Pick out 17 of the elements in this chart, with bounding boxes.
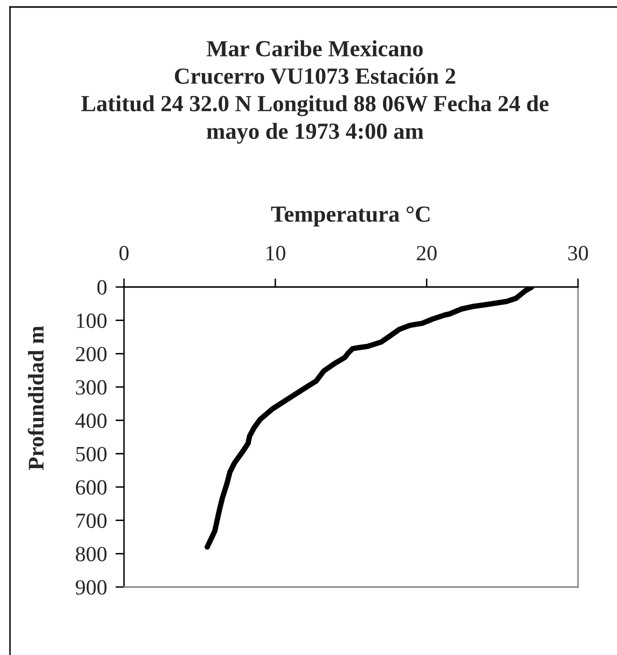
x-tick-label: 0	[119, 246, 129, 260]
y-tick-label: 200	[76, 346, 107, 362]
y-axis-title: Profundidad m	[28, 326, 44, 470]
y-tick-label: 700	[76, 513, 107, 528]
chart-title: Mar Caribe Mexicano Crucerro VU1073 Estación 2 Latitud 24 32.0 N Longitud 88 06W Fecha 24 de mayo de 1973 4:00 am	[81, 40, 548, 144]
y-tick-label: 900	[76, 580, 107, 595]
x-tick-label: 10	[266, 246, 286, 260]
y-tick-label: 300	[76, 380, 107, 395]
x-tick-label: 30	[568, 246, 588, 260]
y-tick-label: 800	[76, 546, 107, 562]
x-tick-label: 20	[416, 246, 437, 260]
y-tick-label: 500	[76, 446, 107, 462]
y-tick-label: 0	[97, 280, 107, 295]
y-tick-label: 600	[76, 480, 107, 495]
y-tick-label: 100	[76, 313, 107, 328]
y-tick-label: 400	[75, 413, 107, 428]
x-axis-title: Temperatura °C	[271, 206, 430, 227]
